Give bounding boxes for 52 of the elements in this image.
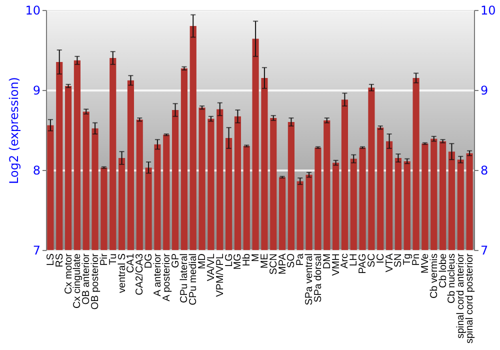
x-tick-label: CA1 <box>126 253 137 273</box>
x-tick-label: Cb nucleus <box>446 254 458 304</box>
x-tick-label: MPA <box>277 253 288 274</box>
x-tick-label: Tg <box>402 254 414 266</box>
x-tick-label: SPa dorsal <box>312 254 324 302</box>
x-tick-label: VMH <box>330 254 342 276</box>
x-tick-label: A posterior <box>161 252 172 302</box>
y2-tick-label: 7 <box>480 244 488 258</box>
x-tick-label: IC <box>375 254 386 264</box>
y-tick-label: 8 <box>32 164 40 178</box>
x-tick-label: CPu medial <box>188 254 200 306</box>
x-tick-label: VPM/VPL <box>214 253 226 297</box>
x-tick-label: GP <box>170 253 182 268</box>
x-tick-label: A anterior <box>152 252 164 296</box>
x-tick-label: LS <box>45 253 56 266</box>
x-tick-label: CA2/CA3 <box>134 253 146 296</box>
x-tick-label: M <box>250 254 262 262</box>
x-tick-label: Cb lobe <box>438 253 449 288</box>
x-tick-label: PAG <box>358 253 369 274</box>
x-tick-label: ME <box>259 253 270 268</box>
x-tick-label: Tu <box>108 254 119 265</box>
x-tick-label: Cb vermis <box>428 254 440 299</box>
x-tick-label: RS <box>54 253 66 268</box>
x-tick-label: OB anterior <box>81 252 92 305</box>
x-tick-label: SC <box>366 254 378 268</box>
y2-tick-label: 9 <box>480 84 488 98</box>
x-tick-label: Pa <box>295 253 306 266</box>
x-tick-label: spinal cord posterior <box>464 252 476 344</box>
x-tick-label: Arc <box>340 254 351 268</box>
x-tick-label: MVe <box>420 253 431 274</box>
x-tick-label: DM <box>322 254 333 270</box>
y-axis-title: Log2 (expression) <box>7 77 22 184</box>
x-tick-label: DG <box>144 253 155 268</box>
x-tick-label: Pir <box>98 252 110 266</box>
y2-tick-label: 10 <box>480 4 496 18</box>
x-tick-label: ventral S <box>116 253 128 293</box>
y2-tick-label: 8 <box>480 164 488 178</box>
x-tick-label: spinal cord anterior <box>456 252 467 339</box>
x-tick-label: Pn <box>411 254 422 266</box>
x-tick-label: VTA <box>384 253 396 272</box>
x-tick-label: Cx cingulate <box>72 253 84 309</box>
x-tick-label: VA/VL <box>206 253 217 282</box>
x-tick-label: LH <box>348 254 360 266</box>
y-tick-label: 9 <box>32 84 40 98</box>
x-tick-label: OB posterior <box>90 252 102 310</box>
x-tick-label: LG <box>224 253 235 267</box>
x-tick-label: Hb <box>242 253 253 266</box>
x-tick-label: SCN <box>268 254 280 275</box>
y-tick-label: 10 <box>25 4 40 18</box>
x-tick-label: SO <box>286 253 298 268</box>
x-tick-label: SN <box>393 254 404 268</box>
y-tick-label: 7 <box>32 244 40 258</box>
